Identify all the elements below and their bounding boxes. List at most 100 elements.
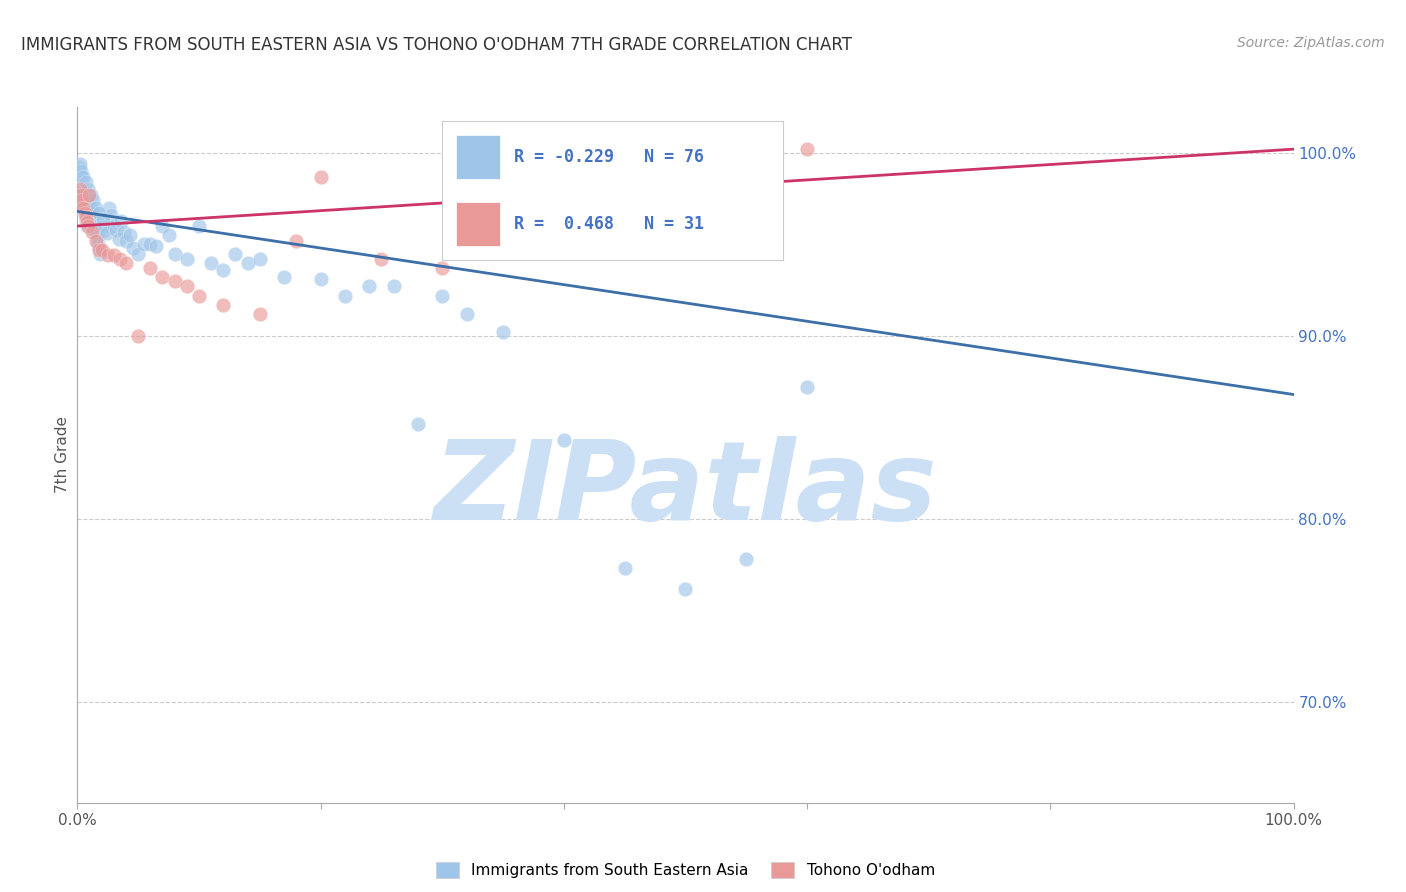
Point (67, 197, 90, 211)
Point (100, 208, 122, 222)
Point (176, 252, 198, 266)
Point (285, 234, 308, 248)
Point (90, 219, 112, 233)
Point (370, 252, 392, 266)
Point (84, 201, 107, 215)
Point (76, 215, 98, 229)
Point (236, 255, 259, 269)
Point (212, 263, 235, 277)
Point (115, 234, 138, 248)
Point (333, 288, 356, 302)
Point (735, 552, 758, 566)
Point (309, 272, 332, 286)
Point (76, 219, 98, 233)
Point (152, 270, 174, 285)
Point (72, 204, 94, 219)
Point (456, 307, 478, 321)
Point (72, 201, 94, 215)
Point (83, 223, 105, 237)
Point (108, 252, 131, 266)
Point (163, 246, 186, 260)
Point (97, 201, 120, 215)
Point (80, 201, 103, 215)
Text: Source: ZipAtlas.com: Source: ZipAtlas.com (1237, 36, 1385, 50)
Point (188, 288, 211, 302)
Point (75, 175, 97, 189)
Point (127, 246, 149, 260)
Y-axis label: 7th Grade: 7th Grade (55, 417, 70, 493)
Point (67, 186, 90, 200)
Point (70, 188, 93, 202)
Text: IMMIGRANTS FROM SOUTH EASTERN ASIA VS TOHONO O'ODHAM 7TH GRADE CORRELATION CHART: IMMIGRANTS FROM SOUTH EASTERN ASIA VS TO… (21, 36, 852, 54)
Point (430, 288, 453, 302)
Point (224, 246, 246, 260)
Point (406, 417, 429, 431)
Point (139, 261, 162, 276)
Point (73, 208, 96, 222)
Point (77, 182, 100, 196)
Point (134, 237, 156, 252)
Point (157, 228, 180, 243)
Point (430, 261, 453, 276)
Point (80, 225, 103, 239)
Point (70, 164, 93, 178)
Point (73, 206, 96, 220)
Point (70, 194, 93, 208)
Point (77, 219, 100, 233)
Point (249, 307, 271, 321)
Point (103, 248, 125, 262)
Point (93, 223, 115, 237)
Point (553, 434, 575, 448)
Point (69, 178, 91, 193)
Point (84, 234, 107, 248)
Point (70, 169, 93, 184)
Point (86, 230, 108, 244)
Point (75, 213, 97, 227)
Point (91, 211, 114, 226)
Point (72, 169, 94, 184)
Point (796, 142, 818, 156)
Point (67, 161, 90, 175)
Point (89, 246, 111, 260)
Point (118, 228, 141, 243)
Point (145, 239, 167, 253)
Point (80, 188, 103, 202)
Point (84, 225, 107, 239)
Point (96, 227, 118, 241)
Point (122, 241, 145, 255)
Point (69, 182, 91, 196)
Point (70, 192, 93, 206)
Point (675, 582, 697, 596)
Point (79, 188, 101, 202)
Point (382, 279, 405, 293)
Point (273, 270, 295, 285)
Point (82, 215, 104, 229)
Point (72, 201, 94, 215)
Point (127, 329, 149, 343)
Point (75, 210, 97, 224)
Point (76, 186, 98, 200)
Point (359, 279, 381, 293)
Point (163, 274, 186, 288)
Point (139, 237, 162, 252)
Point (112, 225, 135, 239)
Point (152, 219, 174, 233)
Point (212, 298, 235, 312)
Legend: Immigrants from South Eastern Asia, Tohono O'odham: Immigrants from South Eastern Asia, Toho… (429, 855, 942, 886)
Point (89, 241, 111, 255)
Point (249, 252, 271, 266)
Point (70, 194, 93, 208)
Point (200, 255, 222, 269)
Point (105, 223, 128, 237)
Point (97, 248, 120, 262)
Point (613, 561, 636, 575)
Point (115, 255, 138, 269)
Point (110, 213, 132, 227)
Point (176, 279, 198, 293)
Point (188, 219, 211, 233)
Point (492, 325, 515, 339)
Point (89, 243, 111, 257)
Point (87, 237, 110, 252)
Point (79, 192, 101, 206)
Point (796, 380, 818, 394)
